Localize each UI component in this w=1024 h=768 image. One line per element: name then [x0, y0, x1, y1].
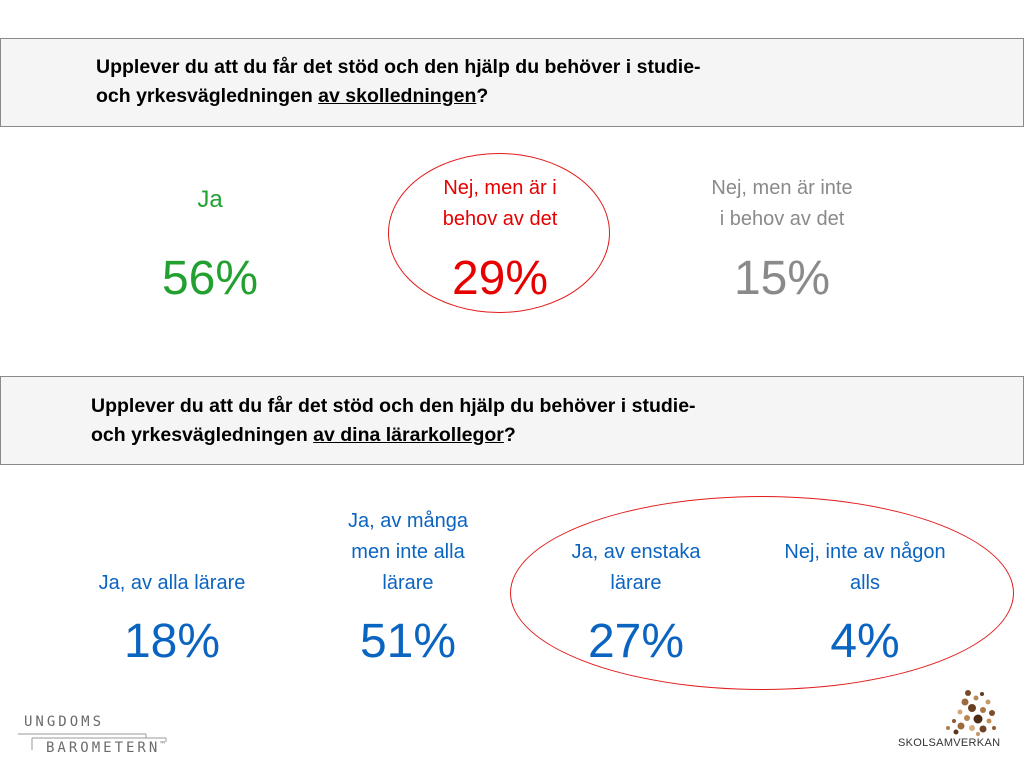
answer-enstaka-label-line2: lärare [610, 572, 662, 594]
question-1-line2-prefix: och yrkesvägledningen [96, 85, 319, 107]
question-1-suffix: ? [476, 85, 489, 107]
question-2-line2: och yrkesvägledningen av dina lärarkolle… [91, 421, 696, 450]
answer-enstaka-label-line1: Ja, av enstaka [571, 541, 701, 563]
ungdomsbarometern-logo: UNGDOMS BAROMETERN™ [16, 712, 186, 762]
answer-nej-behov-label-line2: behov av det [442, 208, 558, 230]
highlight-ellipse-1 [388, 153, 610, 313]
ungdomsbarometern-logo-lines [18, 733, 167, 750]
question-2-suffix: ? [503, 424, 516, 446]
question-1-text: Upplever du att du får det stöd och den … [96, 53, 701, 111]
question-2-underlined: av dina lärarkollegor [313, 424, 504, 446]
answer-alla-larare-value: 18% [123, 615, 221, 668]
skolsamverkan-name: SKOLSAMVERKAN [898, 737, 1001, 749]
answer-manga-label-line1: Ja, av många [347, 510, 469, 532]
question-2-line2-prefix: och yrkesvägledningen [91, 424, 314, 446]
question-1-line1: Upplever du att du får det stöd och den … [96, 56, 701, 78]
ungdomsbarometern-line1: UNGDOMS [24, 714, 105, 730]
answer-alla-larare-label: Ja, av alla lärare [98, 572, 246, 594]
answer-ingen-value: 4% [830, 615, 900, 668]
skolsamverkan-logo: SKOLSAMVERKAN [890, 688, 1010, 763]
answer-nej-behov-label: Nej, men är i behov av det [390, 173, 610, 235]
answer-enstaka-label: Ja, av enstaka lärare [526, 537, 746, 599]
ungdomsbarometern-tm: ™ [160, 740, 166, 749]
skolsamverkan-dots-icon [946, 690, 996, 736]
answer-manga-label-line3: lärare [382, 572, 434, 594]
question-2-text: Upplever du att du får det stöd och den … [91, 392, 696, 450]
answer-enstaka-value: 27% [587, 615, 685, 668]
answer-ingen-label-line1: Nej, inte av någon [784, 541, 946, 563]
answer-manga-label: Ja, av många men inte alla lärare [298, 506, 518, 599]
question-2-line1: Upplever du att du får det stöd och den … [91, 395, 696, 417]
answer-nej-behov-value: 29% [451, 252, 549, 305]
question-box-2: Upplever du att du får det stöd och den … [0, 376, 1024, 465]
answer-ingen-label-line2: alls [849, 572, 880, 594]
answer-manga-label-line2: men inte alla [351, 541, 465, 563]
answer-nej-inte-behov-label-line2: i behov av det [719, 208, 845, 230]
highlight-ellipse-2 [510, 496, 1014, 690]
question-1-line2: och yrkesvägledningen av skolledningen? [96, 82, 701, 111]
ungdomsbarometern-line2-text: BAROMETERN [46, 740, 161, 756]
ungdomsbarometern-line2: BAROMETERN™ [46, 740, 165, 756]
answer-nej-behov-label-line1: Nej, men är i [443, 177, 557, 199]
answer-ingen-label: Nej, inte av någon alls [755, 537, 975, 599]
question-box-1: Upplever du att du får det stöd och den … [0, 38, 1024, 127]
answer-ja-label: Ja [197, 186, 223, 213]
answer-nej-inte-behov-label-line1: Nej, men är inte [711, 177, 853, 199]
answer-manga-value: 51% [359, 615, 457, 668]
answer-nej-inte-behov-label: Nej, men är inte i behov av det [672, 173, 892, 235]
answer-ja-value: 56% [161, 252, 259, 305]
answer-nej-inte-behov-value: 15% [733, 252, 831, 305]
question-1-underlined: av skolledningen [318, 85, 477, 107]
